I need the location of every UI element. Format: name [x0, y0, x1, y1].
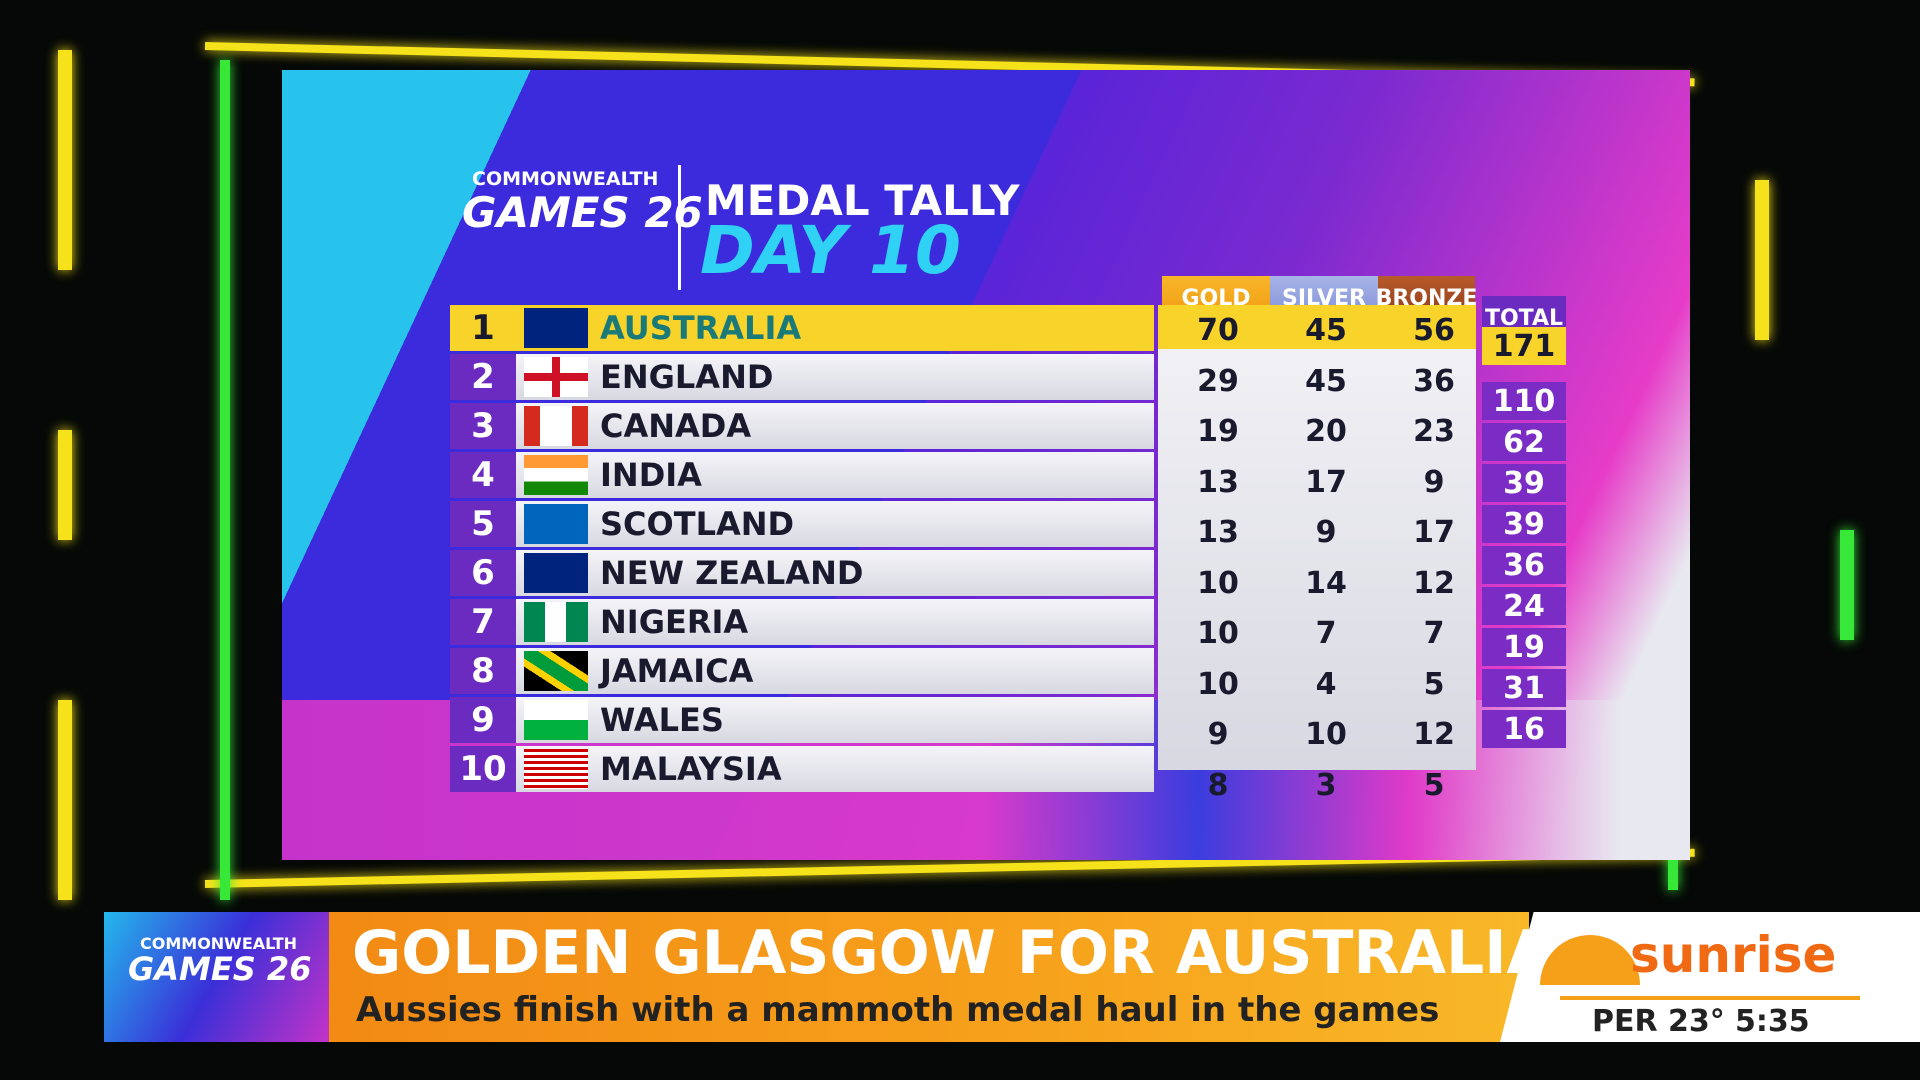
- rank: 6: [450, 550, 516, 596]
- medal-count: 4: [1315, 666, 1337, 702]
- flag: [524, 553, 588, 593]
- flag: [524, 602, 588, 642]
- medal-count: 36: [1413, 363, 1455, 399]
- flag: [524, 504, 588, 544]
- country-row: NEW ZEALAND: [516, 550, 1154, 596]
- rank: 8: [450, 648, 516, 694]
- flag: [524, 406, 588, 446]
- rank: 2: [450, 354, 516, 400]
- total: 16: [1482, 710, 1566, 748]
- medal-count: 8: [1207, 767, 1229, 803]
- numbers-panel: [1158, 320, 1476, 770]
- neon-strip: [1840, 530, 1854, 640]
- total: 39: [1482, 464, 1566, 502]
- weather: PER 23°: [1592, 1004, 1725, 1039]
- country-row: AUSTRALIA: [516, 305, 1154, 351]
- medal-count: 45: [1305, 313, 1347, 348]
- medal-count: 29: [1197, 363, 1239, 399]
- flag: [524, 357, 588, 397]
- medal-count: 19: [1197, 414, 1239, 449]
- country-row: NIGERIA: [516, 599, 1154, 645]
- total: 62: [1482, 423, 1566, 461]
- medal-count: 3: [1315, 767, 1337, 803]
- medal-count: 5: [1423, 767, 1445, 803]
- flag: [524, 455, 588, 495]
- country-row: WALES: [516, 697, 1154, 743]
- rank: 4: [450, 452, 516, 498]
- rank: 1: [450, 305, 516, 351]
- total: 39: [1482, 505, 1566, 543]
- medal-count: 13: [1197, 464, 1239, 500]
- rank: 9: [450, 697, 516, 743]
- headline: GOLDEN GLASGOW FOR AUSTRALIA: [352, 918, 1553, 988]
- medal-count: 12: [1413, 565, 1455, 601]
- total: 171: [1482, 327, 1566, 365]
- medal-count: 7: [1423, 616, 1445, 651]
- medal-count: 10: [1305, 717, 1347, 752]
- medal-count: 17: [1305, 464, 1347, 500]
- logo-text: COMMONWEALTH: [140, 934, 297, 953]
- medal-count: 45: [1305, 363, 1347, 399]
- brand: sunrise: [1630, 926, 1837, 984]
- medal-count: 10: [1197, 666, 1239, 702]
- time: 5:35: [1735, 1004, 1810, 1039]
- medal-count: 23: [1413, 414, 1455, 449]
- flag: [524, 308, 588, 348]
- total: 19: [1482, 628, 1566, 666]
- medal-count: 70: [1197, 313, 1239, 348]
- total: 110: [1482, 382, 1566, 420]
- medal-count: 17: [1413, 515, 1455, 550]
- rank: 7: [450, 599, 516, 645]
- header-title: MEDAL TALLY: [705, 176, 1020, 225]
- rank: 5: [450, 501, 516, 547]
- neon-strip: [58, 430, 72, 540]
- total: 36: [1482, 546, 1566, 584]
- country-row: ENGLAND: [516, 354, 1154, 400]
- medal-count: 10: [1197, 616, 1239, 651]
- medal-count: 5: [1423, 666, 1445, 702]
- medal-count: 7: [1315, 616, 1337, 651]
- flag: [524, 651, 588, 691]
- medal-count: 12: [1413, 717, 1455, 752]
- neon-strip: [220, 60, 230, 900]
- logo-text: GAMES 26: [462, 188, 703, 237]
- country-row: INDIA: [516, 452, 1154, 498]
- country-row: JAMAICA: [516, 648, 1154, 694]
- country-row: CANADA: [516, 403, 1154, 449]
- rank: 3: [450, 403, 516, 449]
- divider: [678, 165, 681, 290]
- neon-strip: [58, 50, 72, 270]
- logo-text: COMMONWEALTH: [472, 168, 659, 190]
- flag: [524, 700, 588, 740]
- neon-strip: [58, 700, 72, 900]
- highlight: [1158, 305, 1476, 349]
- neon-strip: [1755, 180, 1769, 340]
- country-row: SCOTLAND: [516, 501, 1154, 547]
- header-subtitle: DAY 10: [700, 212, 961, 289]
- medal-count: 13: [1197, 515, 1239, 550]
- medal-count: 20: [1305, 414, 1347, 449]
- total: 24: [1482, 587, 1566, 625]
- medal-count: 56: [1413, 313, 1455, 348]
- rank: 10: [450, 746, 516, 792]
- total: 31: [1482, 669, 1566, 707]
- brand-rule: [1560, 996, 1860, 1000]
- medal-count: 9: [1207, 717, 1229, 752]
- lower-third-logo: [104, 912, 329, 1042]
- medal-count: 9: [1423, 464, 1445, 500]
- headline-bar: [329, 912, 1529, 1042]
- logo-text: GAMES 26: [128, 950, 312, 988]
- flag: [524, 749, 588, 789]
- country-row: MALAYSIA: [516, 746, 1154, 792]
- medal-count: 10: [1197, 565, 1239, 601]
- medal-count: 14: [1305, 565, 1347, 601]
- medal-count: 9: [1315, 515, 1337, 550]
- subheadline: Aussies finish with a mammoth medal haul…: [356, 990, 1440, 1030]
